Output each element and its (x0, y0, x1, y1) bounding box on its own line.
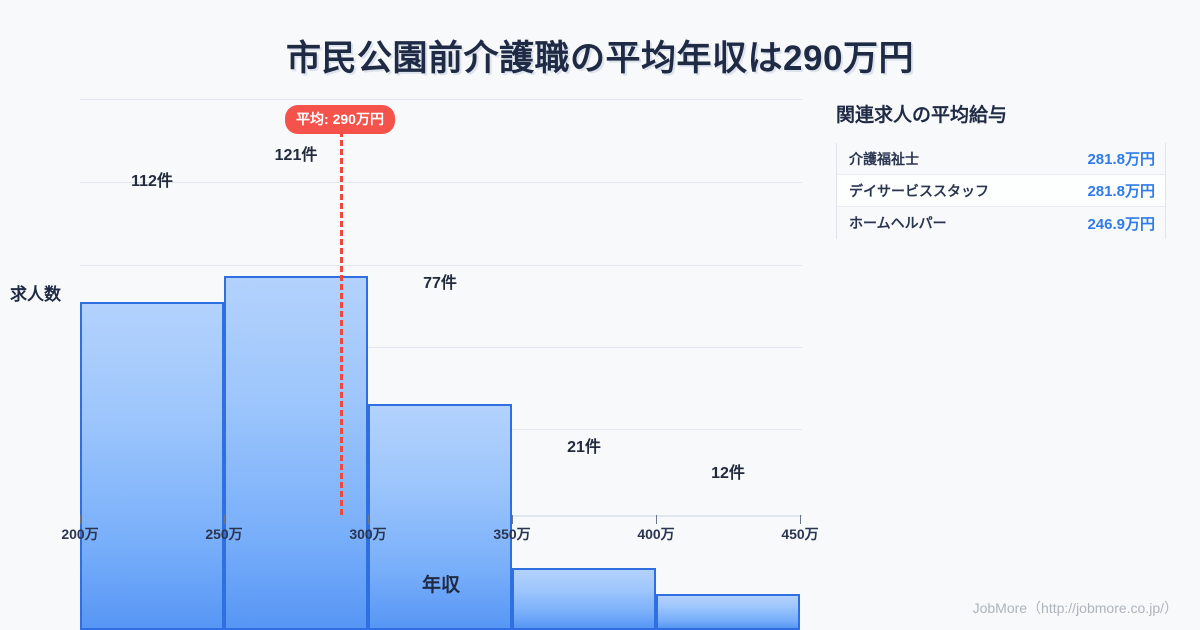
gridline (80, 182, 802, 183)
gridline (80, 99, 802, 100)
average-badge: 平均: 290万円 (285, 105, 395, 134)
table-row: ホームヘルパー 246.9万円 (837, 207, 1165, 239)
x-tick-mark (656, 515, 657, 524)
x-tick-mark (80, 515, 81, 524)
histogram-bar (368, 404, 512, 630)
salary-role-label: 介護福祉士 (849, 150, 919, 167)
x-tick-mark (224, 515, 225, 524)
table-row: デイサービススタッフ 281.8万円 (837, 175, 1165, 207)
x-tick-mark (368, 515, 369, 524)
page-title: 市民公園前介護職の平均年収は290万円 (286, 39, 914, 78)
salary-value: 246.9万円 (1087, 215, 1155, 233)
bar-value-label: 12件 (711, 465, 745, 482)
x-tick-label: 450万 (781, 526, 819, 542)
bar-value-label: 112件 (131, 173, 173, 190)
bar-value-label: 77件 (423, 275, 457, 292)
histogram-bar (80, 302, 224, 630)
salary-role-label: デイサービススタッフ (849, 182, 989, 199)
bar-value-label: 121件 (274, 147, 318, 164)
x-tick-label: 400万 (637, 526, 675, 542)
gridline (80, 347, 802, 348)
related-salary-title: 関連求人の平均給与 (836, 105, 1008, 126)
related-salary-table: 介護福祉士 281.8万円 デイサービススタッフ 281.8万円 ホームヘルパー… (836, 143, 1166, 239)
x-tick-label: 350万 (493, 526, 531, 542)
histogram-bar (512, 568, 656, 630)
gridline (80, 265, 802, 266)
salary-value: 281.8万円 (1087, 151, 1155, 168)
histogram-bar (224, 276, 368, 630)
x-tick-mark (800, 515, 801, 524)
x-tick-label: 300万 (349, 526, 387, 542)
average-line (340, 131, 343, 515)
x-axis-title: 年収 (421, 575, 460, 596)
x-tick-label: 250万 (205, 526, 243, 542)
salary-role-label: ホームヘルパー (849, 215, 947, 231)
table-row: 介護福祉士 281.8万円 (837, 143, 1165, 175)
x-tick-mark (512, 515, 513, 524)
bar-value-label: 21件 (567, 439, 601, 456)
histogram-bar (656, 594, 800, 630)
y-axis-title: 求人数 (10, 285, 61, 304)
x-tick-label: 200万 (61, 526, 99, 542)
related-salary-panel: 関連求人の平均給与 介護福祉士 281.8万円 デイサービススタッフ 281.8… (836, 100, 1166, 239)
salary-value: 281.8万円 (1087, 183, 1155, 200)
footer-credit: JobMore（http://jobmore.co.jp/） (972, 600, 1178, 616)
